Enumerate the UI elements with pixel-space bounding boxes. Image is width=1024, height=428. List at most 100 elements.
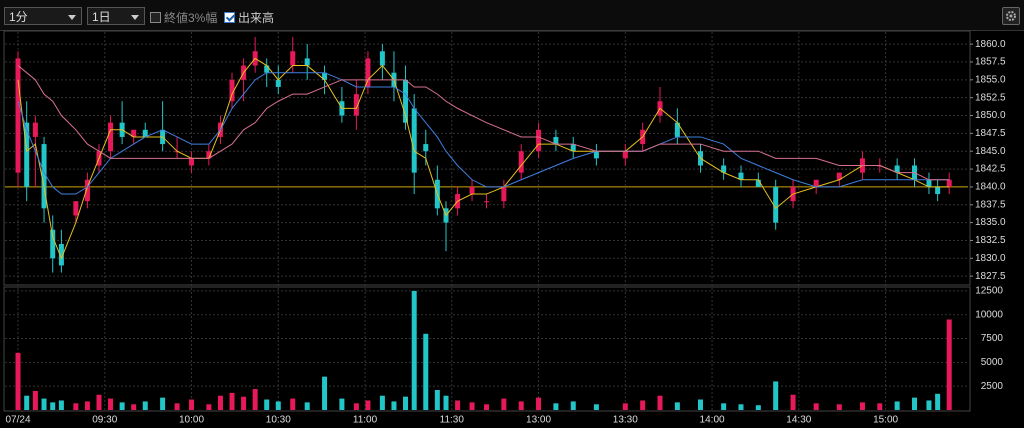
y-tick-label: 1850.0 (975, 110, 1006, 121)
checkbox[interactable] (150, 12, 161, 23)
volume-tick-label: 5000 (981, 357, 1004, 368)
candle-body (553, 136, 559, 145)
volume-bar (773, 381, 779, 410)
option-2[interactable]: 出来高 (224, 9, 274, 26)
y-tick-label: 1860.0 (975, 39, 1006, 50)
volume-bar (423, 333, 429, 410)
volume-bar (469, 402, 475, 410)
candle-body (108, 122, 114, 152)
candle-body (353, 94, 359, 116)
volume-bar (935, 393, 941, 410)
y-tick-label: 1837.5 (975, 199, 1006, 210)
volume-bar (290, 398, 296, 410)
volume-bar (73, 403, 79, 410)
candle-body (403, 79, 409, 123)
candle-body (894, 165, 900, 173)
candle-body (501, 186, 507, 202)
volume-bar (304, 402, 310, 410)
candle-body (41, 144, 47, 209)
volume-bar (484, 404, 489, 410)
y-tick-label: 1827.5 (975, 271, 1006, 282)
volume-bar (365, 400, 371, 410)
volume-bar (58, 400, 64, 410)
volume-bar (403, 396, 409, 410)
gear-icon (1006, 11, 1016, 21)
candle-body (570, 144, 576, 152)
y-tick-label: 1852.5 (975, 92, 1006, 103)
y-tick-label: 1857.5 (975, 57, 1006, 68)
volume-bar (593, 404, 599, 410)
volume-tick-label: 10000 (975, 309, 1003, 320)
volume-bar (119, 402, 125, 410)
toolbar: 1分 1日 終値3%幅 出来高 (0, 0, 1024, 31)
range-select[interactable]: 1日 (87, 7, 145, 25)
x-tick-label: 07/24 (5, 415, 30, 426)
volume-bar (738, 404, 744, 410)
volume-bar (189, 399, 195, 410)
volume-bar (84, 401, 90, 410)
volume-bar (391, 401, 397, 410)
volume-bar (877, 403, 883, 410)
volume-bar (24, 395, 30, 410)
volume-bar (640, 400, 646, 410)
y-tick-label: 1830.0 (975, 253, 1006, 264)
volume-bar (142, 401, 148, 410)
candle-body (836, 172, 842, 180)
candle-body (290, 51, 296, 66)
candle-body (84, 179, 90, 202)
candle-body (189, 158, 195, 166)
settings-button[interactable] (1002, 7, 1020, 25)
y-tick-label: 1855.0 (975, 74, 1006, 85)
volume-bar (241, 396, 247, 410)
candle-body (423, 144, 429, 152)
volume-bar (790, 394, 796, 410)
volume-bar (353, 403, 359, 410)
volume-bar (229, 392, 235, 410)
candle-body (935, 186, 941, 195)
volume-bar (836, 404, 842, 410)
candle-body (518, 151, 524, 173)
x-tick-label: 11:00 (353, 415, 378, 426)
volume-bar (434, 389, 440, 410)
volume-bar (553, 403, 559, 410)
candle-body (738, 172, 744, 180)
volume-bar (275, 401, 281, 410)
volume-bar (41, 398, 47, 410)
y-tick-label: 1842.5 (975, 164, 1006, 175)
candle-body (275, 79, 281, 87)
volume-bar (536, 397, 542, 410)
candle-body (131, 129, 137, 137)
volume-tick-label: 7500 (981, 333, 1004, 344)
volume-bar (721, 403, 727, 410)
volume-bar (206, 404, 212, 410)
y-tick-label: 1845.0 (975, 146, 1006, 157)
option-1[interactable]: 終値3%幅 (150, 9, 217, 26)
volume-bar (501, 398, 507, 410)
x-tick-label: 13:30 (613, 415, 638, 426)
volume-bar (443, 395, 449, 410)
candle-body (536, 129, 542, 152)
checkbox[interactable] (224, 12, 235, 23)
x-tick-label: 14:30 (786, 415, 811, 426)
volume-bar (813, 403, 819, 410)
interval-select[interactable]: 1分 (4, 7, 82, 25)
x-tick-label: 15:00 (873, 415, 898, 426)
volume-bar (455, 400, 461, 410)
option-label: 終値3%幅 (164, 11, 218, 25)
candle-body (142, 129, 148, 137)
candle-body (322, 72, 328, 80)
y-tick-label: 1832.5 (975, 235, 1006, 246)
candle-body (411, 108, 417, 173)
x-tick-label: 11:30 (440, 415, 465, 426)
y-tick-label: 1847.5 (975, 128, 1006, 139)
x-tick-label: 14:00 (700, 415, 725, 426)
x-tick-label: 10:00 (179, 415, 204, 426)
volume-bar (96, 394, 102, 410)
candle-body (229, 79, 235, 102)
volume-bar (252, 389, 258, 410)
candle-body (946, 179, 952, 187)
candle-body (206, 151, 212, 159)
price-panel (3, 30, 971, 286)
volume-bar (322, 376, 328, 410)
